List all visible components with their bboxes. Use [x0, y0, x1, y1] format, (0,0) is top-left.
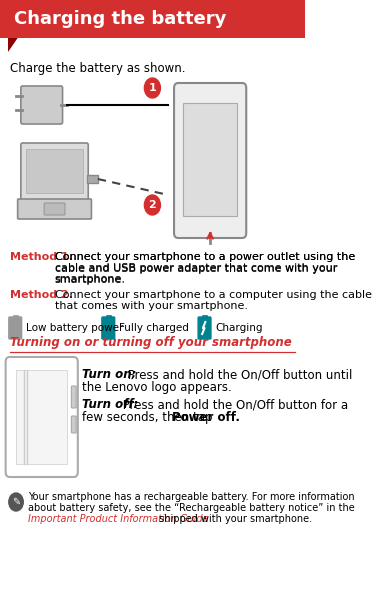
FancyBboxPatch shape	[26, 149, 84, 193]
Text: Power off.: Power off.	[172, 411, 240, 424]
FancyBboxPatch shape	[17, 199, 92, 219]
Text: Your smartphone has a rechargeable battery. For more information: Your smartphone has a rechargeable batte…	[28, 492, 355, 502]
FancyBboxPatch shape	[183, 103, 238, 216]
Text: cable and USB power adapter that come with your: cable and USB power adapter that come wi…	[55, 263, 337, 273]
Text: Connect your smartphone to a power outlet using the: Connect your smartphone to a power outle…	[55, 252, 355, 262]
Text: Connect your smartphone to a power outlet using the cable and USB power adapter : Connect your smartphone to a power outle…	[55, 252, 355, 285]
Circle shape	[144, 195, 160, 215]
Text: about battery safety, see the “Rechargeable battery notice” in the: about battery safety, see the “Rechargea…	[28, 503, 355, 513]
Text: Turn off:: Turn off:	[82, 398, 138, 411]
FancyBboxPatch shape	[9, 317, 22, 339]
Text: shipped with your smartphone.: shipped with your smartphone.	[157, 514, 312, 524]
Text: Method 2.: Method 2.	[10, 290, 73, 300]
Text: ✎: ✎	[12, 497, 20, 507]
Text: Turn on;: Turn on;	[82, 368, 136, 381]
FancyBboxPatch shape	[21, 86, 63, 124]
Text: 1: 1	[149, 83, 156, 93]
FancyBboxPatch shape	[71, 416, 76, 433]
Text: Turning on or turning off your smartphone: Turning on or turning off your smartphon…	[10, 336, 291, 349]
Text: 2: 2	[149, 200, 156, 210]
FancyBboxPatch shape	[21, 143, 88, 202]
Circle shape	[144, 78, 160, 98]
FancyBboxPatch shape	[44, 203, 65, 215]
Text: Important Product Information Guide: Important Product Information Guide	[28, 514, 209, 524]
Text: that comes with your smartphone.: that comes with your smartphone.	[55, 301, 247, 311]
Text: Charge the battery as shown.: Charge the battery as shown.	[10, 62, 185, 75]
Text: Fully charged: Fully charged	[119, 323, 188, 333]
Text: Charging: Charging	[215, 323, 263, 333]
Text: smartphone.: smartphone.	[55, 274, 125, 284]
FancyBboxPatch shape	[16, 370, 67, 464]
FancyBboxPatch shape	[6, 357, 78, 477]
FancyBboxPatch shape	[198, 317, 211, 339]
Text: Press and hold the On/Off button until: Press and hold the On/Off button until	[124, 368, 352, 381]
FancyBboxPatch shape	[102, 317, 115, 339]
Text: Connect your smartphone to a computer using the cable: Connect your smartphone to a computer us…	[55, 290, 372, 300]
Polygon shape	[8, 38, 17, 52]
Text: Low battery power: Low battery power	[26, 323, 123, 333]
FancyBboxPatch shape	[0, 0, 305, 38]
FancyBboxPatch shape	[202, 315, 207, 319]
FancyBboxPatch shape	[174, 83, 246, 238]
Text: Charging the battery: Charging the battery	[14, 10, 227, 28]
Text: Method 1.: Method 1.	[10, 252, 73, 262]
Text: Press and hold the On/Off button for a: Press and hold the On/Off button for a	[119, 398, 348, 411]
FancyBboxPatch shape	[71, 386, 76, 408]
FancyBboxPatch shape	[106, 315, 111, 319]
Text: the Lenovo logo appears.: the Lenovo logo appears.	[82, 381, 231, 394]
Circle shape	[9, 493, 23, 511]
Text: few seconds, then tap: few seconds, then tap	[82, 411, 216, 424]
FancyBboxPatch shape	[87, 175, 98, 183]
FancyBboxPatch shape	[13, 315, 17, 319]
